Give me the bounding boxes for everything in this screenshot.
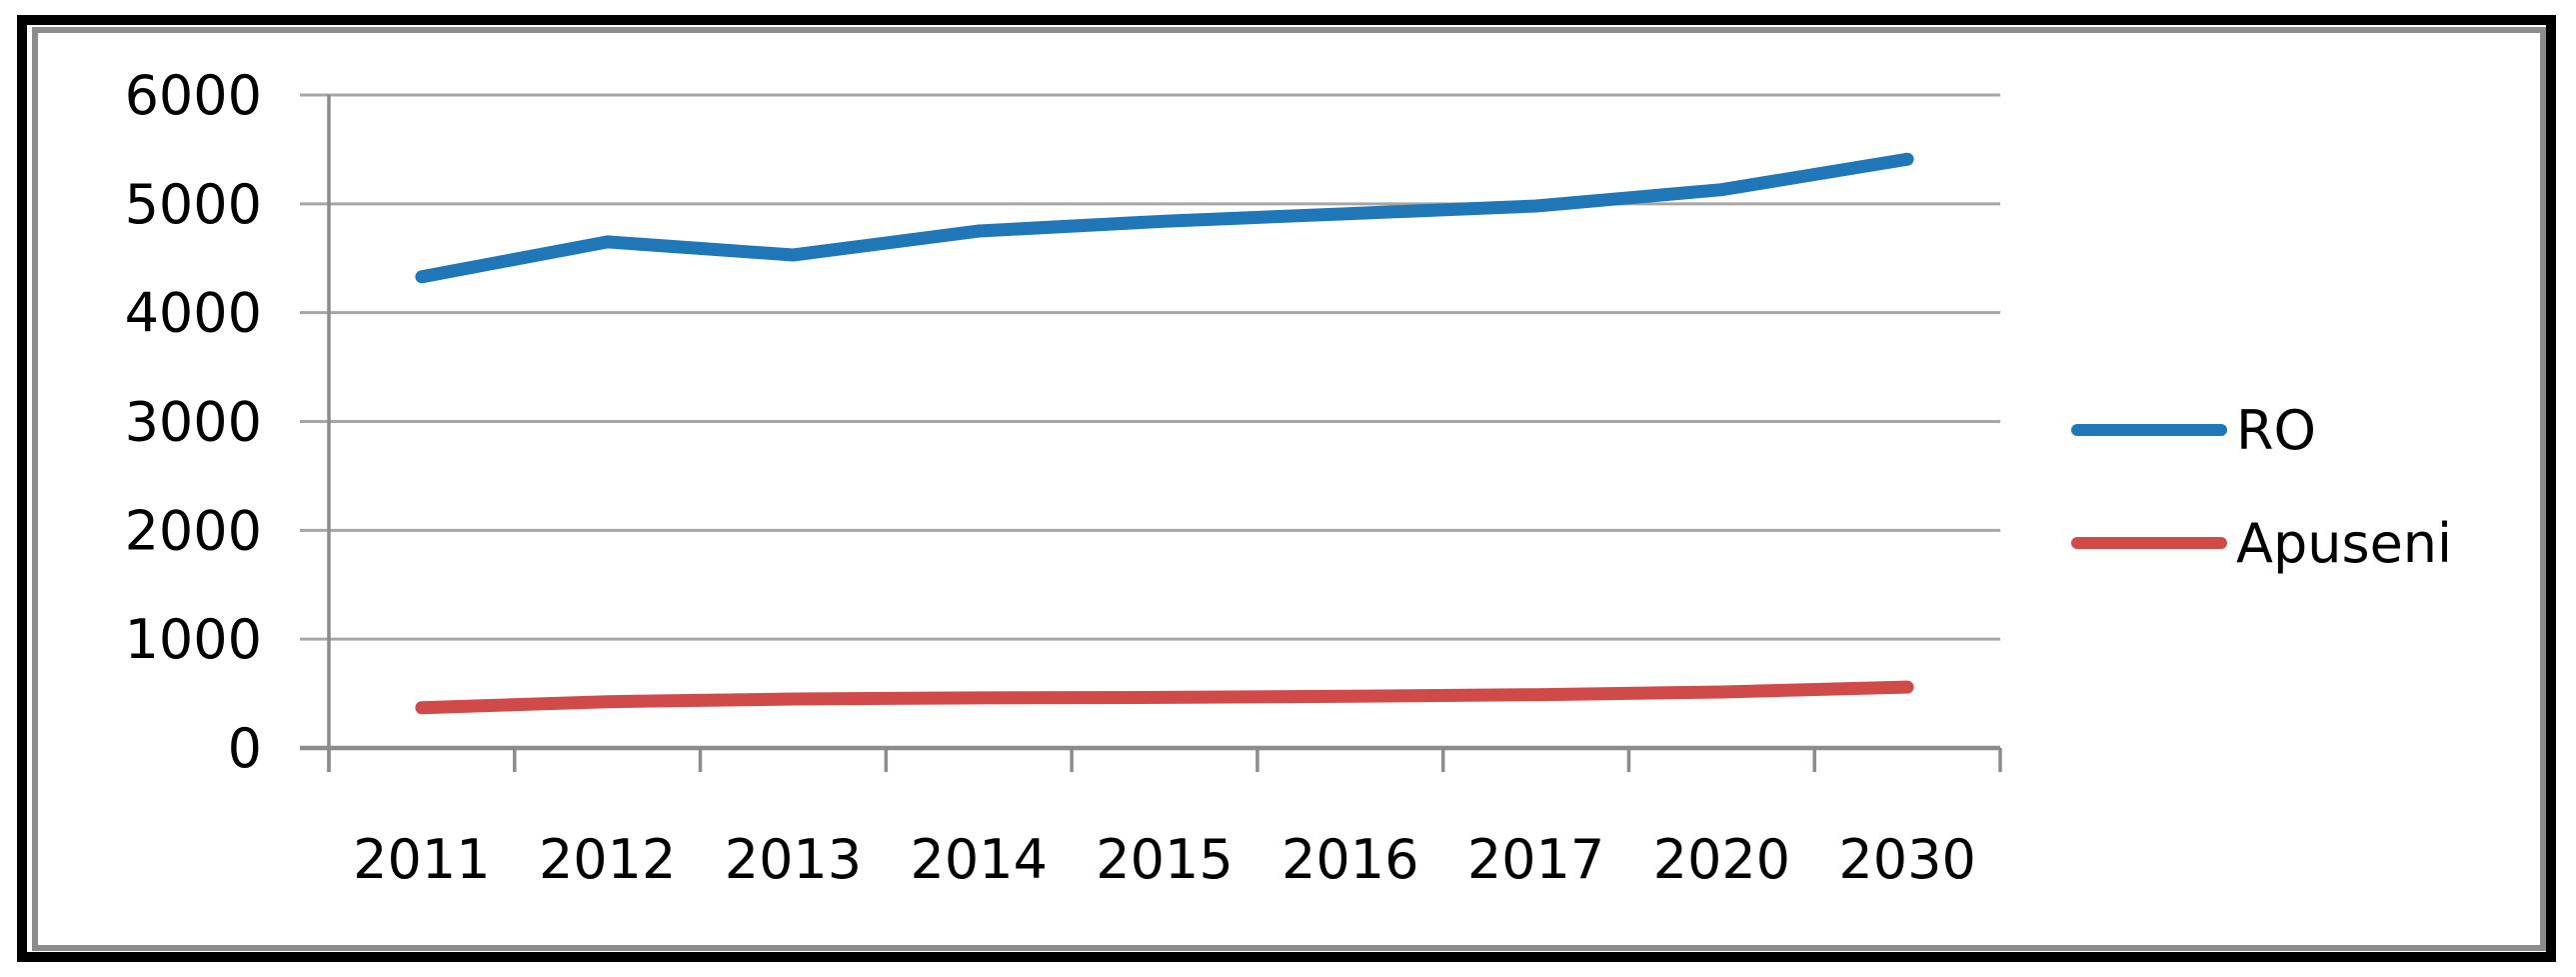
data-series — [415, 152, 1914, 715]
y-tick-label: 3000 — [125, 391, 262, 454]
x-axis-tick-labels: 2011 2012 2013 2014 2015 2016 2017 2020 2030 — [353, 828, 1976, 891]
x-tick-label: 2020 — [1653, 828, 1790, 891]
y-tick-label: 1000 — [125, 608, 262, 671]
legend-label-ro: RO — [2236, 399, 2316, 462]
y-axis-tick-labels: 0 1000 2000 3000 4000 5000 6000 — [125, 64, 262, 780]
x-tick-label: 2013 — [725, 828, 862, 891]
gridlines — [300, 93, 2000, 750]
y-tick-label: 6000 — [125, 64, 262, 127]
x-tick-label: 2017 — [1467, 828, 1604, 891]
x-tick-label: 2030 — [1838, 828, 1975, 891]
x-tick-label: 2012 — [539, 828, 676, 891]
chart-frame-border — [32, 27, 2546, 951]
y-tick-label: 2000 — [125, 499, 262, 562]
series-line-ro — [415, 152, 1914, 284]
x-tick-label: 2016 — [1282, 828, 1418, 891]
x-tick-label: 2014 — [911, 828, 1048, 891]
y-tick-label: 0 — [228, 717, 262, 780]
y-tick-label: 5000 — [125, 173, 262, 236]
series-line-apuseni — [415, 680, 1914, 715]
axes — [300, 95, 2002, 772]
legend-label-apuseni: Apuseni — [2236, 512, 2452, 575]
y-tick-label: 4000 — [125, 282, 262, 345]
legend: RO Apuseni — [2071, 399, 2452, 575]
document-border — [17, 15, 2556, 962]
x-tick-label: 2011 — [353, 828, 490, 891]
x-tick-label: 2015 — [1096, 828, 1233, 891]
